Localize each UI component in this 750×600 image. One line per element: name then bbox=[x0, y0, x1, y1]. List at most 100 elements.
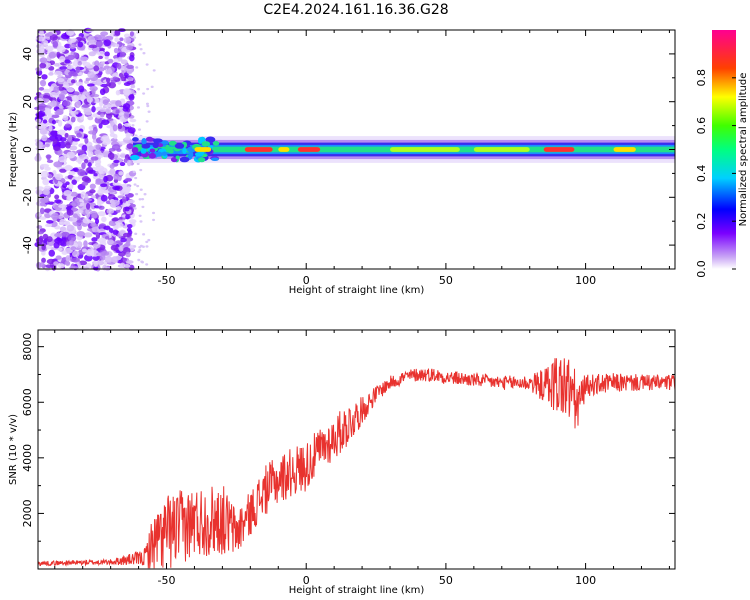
noise-dot bbox=[139, 168, 143, 172]
band-blob bbox=[212, 141, 220, 146]
noise-dot bbox=[107, 67, 112, 74]
noise-dot bbox=[36, 225, 43, 229]
noise-dot bbox=[53, 261, 59, 266]
noise-dot bbox=[74, 198, 80, 202]
noise-dot bbox=[119, 262, 126, 269]
noise-dot bbox=[120, 59, 128, 65]
noise-dot bbox=[64, 132, 69, 138]
noise-dot bbox=[96, 115, 102, 119]
noise-dot bbox=[115, 206, 122, 211]
noise-dot bbox=[48, 72, 54, 76]
noise-dot bbox=[138, 43, 142, 46]
noise-dot bbox=[53, 86, 60, 93]
noise-dot bbox=[112, 124, 118, 132]
noise-dot bbox=[52, 41, 59, 48]
noise-dot bbox=[122, 188, 130, 195]
noise-dot bbox=[59, 55, 66, 63]
noise-dot bbox=[76, 100, 81, 108]
band-blob bbox=[134, 144, 142, 148]
colorbar-tick-label: 0.0 bbox=[695, 260, 708, 278]
band-blob bbox=[174, 142, 185, 149]
noise-dot bbox=[122, 88, 131, 96]
noise-dot bbox=[46, 258, 56, 265]
noise-dot bbox=[39, 207, 45, 215]
noise-dot bbox=[85, 202, 91, 210]
noise-dot bbox=[90, 156, 99, 161]
noise-dot bbox=[57, 119, 63, 127]
noise-dot bbox=[128, 94, 135, 101]
noise-dot bbox=[69, 145, 78, 151]
noise-dot bbox=[62, 81, 69, 89]
noise-dot bbox=[124, 206, 130, 212]
noise-dot bbox=[93, 173, 98, 177]
noise-dot bbox=[66, 197, 72, 202]
noise-dot bbox=[125, 260, 134, 264]
noise-dot bbox=[35, 189, 43, 196]
noise-dot bbox=[139, 188, 143, 191]
noise-dot bbox=[114, 29, 121, 36]
noise-dot bbox=[40, 45, 45, 52]
noise-dot bbox=[130, 84, 136, 89]
colorbar-ticks: 0.0 0.2 0.4 0.6 0.8 bbox=[695, 69, 736, 278]
noise-dot bbox=[116, 62, 122, 70]
noise-dot bbox=[137, 88, 141, 91]
snr-frame bbox=[37, 329, 676, 570]
noise-dot bbox=[141, 245, 145, 248]
noise-dot bbox=[67, 54, 75, 61]
colorbar-tick-label: 0.2 bbox=[695, 212, 708, 230]
band-blob bbox=[132, 137, 139, 142]
band-hotspot bbox=[244, 147, 273, 152]
spec-ytick-label: 0 bbox=[21, 146, 34, 153]
noise-dot bbox=[108, 220, 117, 227]
noise-dot bbox=[135, 192, 139, 196]
noise-dot bbox=[66, 87, 75, 93]
noise-dot bbox=[59, 66, 68, 70]
noise-dot bbox=[43, 40, 49, 46]
noise-dot bbox=[54, 237, 63, 244]
noise-dot bbox=[66, 209, 74, 216]
noise-dot bbox=[122, 232, 132, 238]
noise-dot bbox=[63, 190, 72, 197]
noise-dot bbox=[93, 261, 98, 267]
noise-dot bbox=[39, 128, 48, 135]
noise-dot bbox=[104, 51, 110, 57]
noise-dot bbox=[90, 222, 97, 228]
noise-dot bbox=[118, 219, 124, 223]
noise-dot bbox=[112, 76, 118, 81]
noise-dot bbox=[88, 39, 98, 44]
noise-dot bbox=[57, 129, 66, 136]
noise-dot bbox=[138, 128, 142, 131]
noise-dot bbox=[117, 123, 123, 130]
noise-dot bbox=[36, 261, 42, 269]
noise-dot bbox=[84, 137, 89, 144]
band-blob bbox=[179, 156, 190, 163]
noise-dot bbox=[58, 141, 67, 149]
noise-dot bbox=[91, 88, 96, 96]
noise-dot bbox=[41, 74, 48, 80]
noise-dot bbox=[115, 100, 122, 107]
noise-dot bbox=[64, 43, 72, 49]
spec-xtick-label: 0 bbox=[303, 274, 310, 287]
noise-dot bbox=[136, 106, 140, 109]
noise-dot bbox=[86, 94, 92, 101]
spec-ytick-label: -40 bbox=[21, 236, 34, 254]
noise-dot bbox=[98, 122, 103, 129]
noise-dot bbox=[76, 132, 82, 138]
band-hotspot bbox=[543, 147, 575, 152]
band-blob bbox=[197, 157, 206, 163]
noise-dot bbox=[83, 240, 88, 248]
noise-dot bbox=[100, 254, 106, 261]
noise-dot bbox=[83, 232, 93, 238]
noise-dot bbox=[146, 104, 150, 108]
noise-dot bbox=[102, 99, 109, 106]
noise-dot bbox=[88, 51, 96, 57]
noise-dot bbox=[43, 94, 49, 99]
noise-dot bbox=[82, 217, 91, 224]
noise-dot bbox=[152, 69, 156, 72]
band-blob bbox=[152, 141, 159, 149]
noise-dot bbox=[138, 198, 142, 201]
noise-dot bbox=[64, 123, 71, 128]
noise-dot bbox=[129, 54, 135, 62]
noise-dot bbox=[58, 204, 66, 208]
